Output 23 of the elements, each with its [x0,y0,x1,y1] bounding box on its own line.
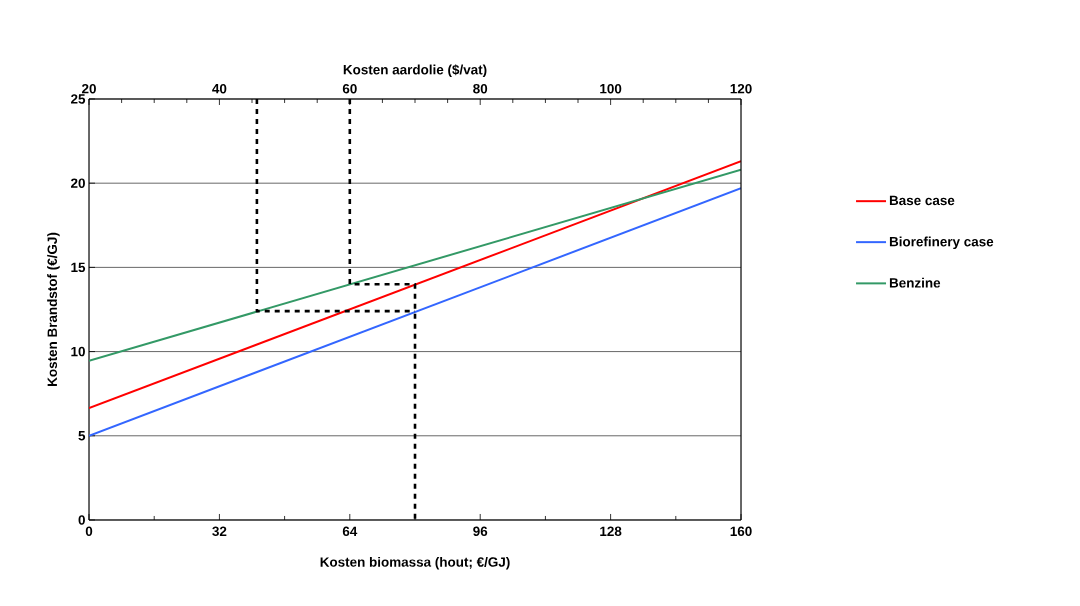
x-tick-label: 160 [730,526,752,537]
x2-tick-label: 100 [600,83,622,94]
x-tick-label: 64 [342,526,358,537]
x-tick-label: 128 [600,526,622,537]
x2-axis-title: Kosten aardolie ($/vat) [343,64,487,78]
x2-tick-label: 60 [342,83,357,94]
y-tick-label: 10 [71,346,85,357]
legend-label: Benzine [889,277,941,288]
y-axis-title: Kosten Brandstof (€/GJ) [47,232,60,386]
y-tick-label: 0 [78,515,85,525]
y-tick-label: 5 [78,431,86,441]
y-tick-label: 25 [71,94,86,104]
legend-label: Biorefinery case [889,236,994,250]
x-tick-label: 32 [212,526,227,537]
y-tick-label: 15 [71,262,86,273]
x-tick-label: 96 [473,526,488,537]
x2-tick-label: 40 [212,83,227,94]
x2-tick-label: 80 [473,83,488,94]
y-tick-label: 20 [71,178,85,188]
legend-label: Base case [889,195,955,206]
x-tick-label: 0 [85,526,93,537]
x2-tick-label: 120 [730,83,752,94]
x-axis-title: Kosten biomassa (hout; €/GJ) [320,556,510,570]
